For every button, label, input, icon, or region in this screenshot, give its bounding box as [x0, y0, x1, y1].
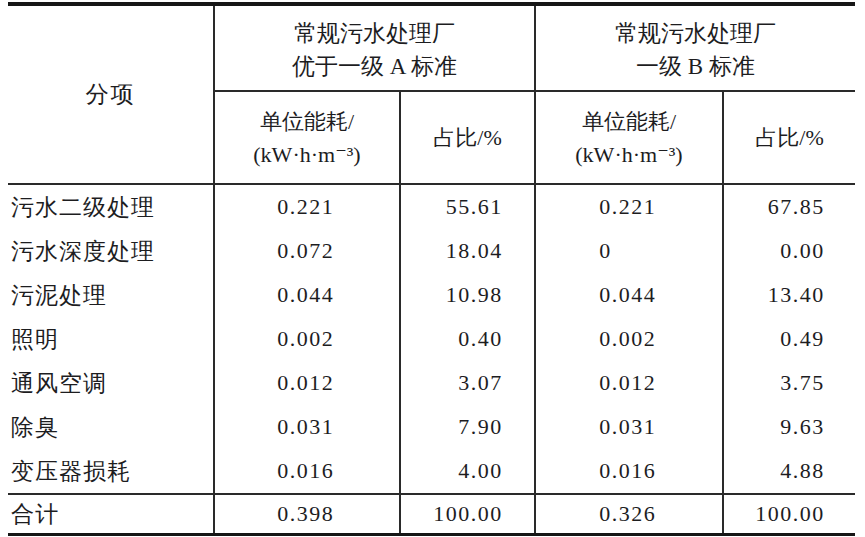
cell-value: 0.012	[277, 370, 336, 396]
table-row: 污水深度处理 0.072 18.04 0 0.00	[8, 229, 855, 273]
table-row: 污水二级处理 0.221 55.61 0.221 67.85	[8, 184, 855, 229]
unit-energy-label: 单位能耗/	[536, 105, 722, 138]
cell-value: 0.044	[277, 282, 336, 308]
cell-value: 0.072	[277, 238, 336, 264]
cell-value: 0.002	[277, 326, 336, 352]
cell-value: 18.04	[432, 238, 502, 264]
table-row: 污泥处理 0.044 10.98 0.044 13.40	[8, 273, 855, 317]
column-header-category: 分项	[8, 4, 214, 184]
column-group-header-standard-b: 常规污水处理厂 一级 B 标准	[535, 4, 855, 91]
column-header-unit-energy-a: 单位能耗/ (kW·h·m⁻³)	[214, 91, 400, 184]
cell-value: 4.88	[754, 458, 824, 484]
cell-value: 0.016	[277, 458, 336, 484]
table-total-row: 合计 0.398 100.00 0.326 100.00	[8, 494, 855, 535]
cell-value: 9.63	[754, 414, 824, 440]
cell-value: 0.221	[277, 194, 336, 220]
cell-value: 100.00	[432, 501, 502, 527]
table-row: 通风空调 0.012 3.07 0.012 3.75	[8, 361, 855, 405]
group-a-title-line2: 优于一级 A 标准	[215, 50, 534, 83]
cell-value: 10.98	[432, 282, 502, 308]
cell-value: 0	[599, 238, 658, 264]
cell-value: 100.00	[754, 501, 824, 527]
unit-energy-unit: (kW·h·m⁻³)	[536, 138, 722, 171]
cell-value: 7.90	[432, 414, 502, 440]
cell-value: 13.40	[754, 282, 824, 308]
row-label: 除臭	[8, 405, 214, 449]
column-header-share-a: 占比/%	[400, 91, 535, 184]
group-header-row: 分项 常规污水处理厂 优于一级 A 标准 常规污水处理厂 一级 B 标准	[8, 4, 855, 91]
cell-value: 0.398	[277, 501, 336, 527]
column-group-header-standard-a: 常规污水处理厂 优于一级 A 标准	[214, 4, 535, 91]
cell-value: 4.00	[432, 458, 502, 484]
row-label: 污水二级处理	[8, 184, 214, 229]
column-header-share-b: 占比/%	[723, 91, 855, 184]
cell-value: 0.40	[432, 326, 502, 352]
cell-value: 0.221	[599, 194, 658, 220]
group-b-title-line1: 常规污水处理厂	[536, 17, 855, 50]
row-label: 污水深度处理	[8, 229, 214, 273]
table-row: 变压器损耗 0.016 4.00 0.016 4.88	[8, 449, 855, 494]
table-row: 除臭 0.031 7.90 0.031 9.63	[8, 405, 855, 449]
column-header-unit-energy-b: 单位能耗/ (kW·h·m⁻³)	[535, 91, 723, 184]
row-label: 通风空调	[8, 361, 214, 405]
cell-value: 3.07	[432, 370, 502, 396]
cell-value: 3.75	[754, 370, 824, 396]
cell-value: 0.044	[599, 282, 658, 308]
cell-value: 0.002	[599, 326, 658, 352]
energy-consumption-comparison-table: 分项 常规污水处理厂 优于一级 A 标准 常规污水处理厂 一级 B 标准 单位能…	[8, 2, 855, 536]
cell-value: 55.61	[432, 194, 502, 220]
cell-value: 67.85	[754, 194, 824, 220]
group-a-title-line1: 常规污水处理厂	[215, 17, 534, 50]
cell-value: 0.00	[754, 238, 824, 264]
unit-energy-unit: (kW·h·m⁻³)	[215, 138, 399, 171]
row-label-total: 合计	[8, 494, 214, 535]
cell-value: 0.031	[599, 414, 658, 440]
cell-value: 0.016	[599, 458, 658, 484]
cell-value: 0.326	[599, 501, 658, 527]
cell-value: 0.012	[599, 370, 658, 396]
table-row: 照明 0.002 0.40 0.002 0.49	[8, 317, 855, 361]
row-label: 照明	[8, 317, 214, 361]
row-label: 变压器损耗	[8, 449, 214, 494]
cell-value: 0.49	[754, 326, 824, 352]
group-b-title-line2: 一级 B 标准	[536, 50, 855, 83]
unit-energy-label: 单位能耗/	[215, 105, 399, 138]
cell-value: 0.031	[277, 414, 336, 440]
row-label: 污泥处理	[8, 273, 214, 317]
